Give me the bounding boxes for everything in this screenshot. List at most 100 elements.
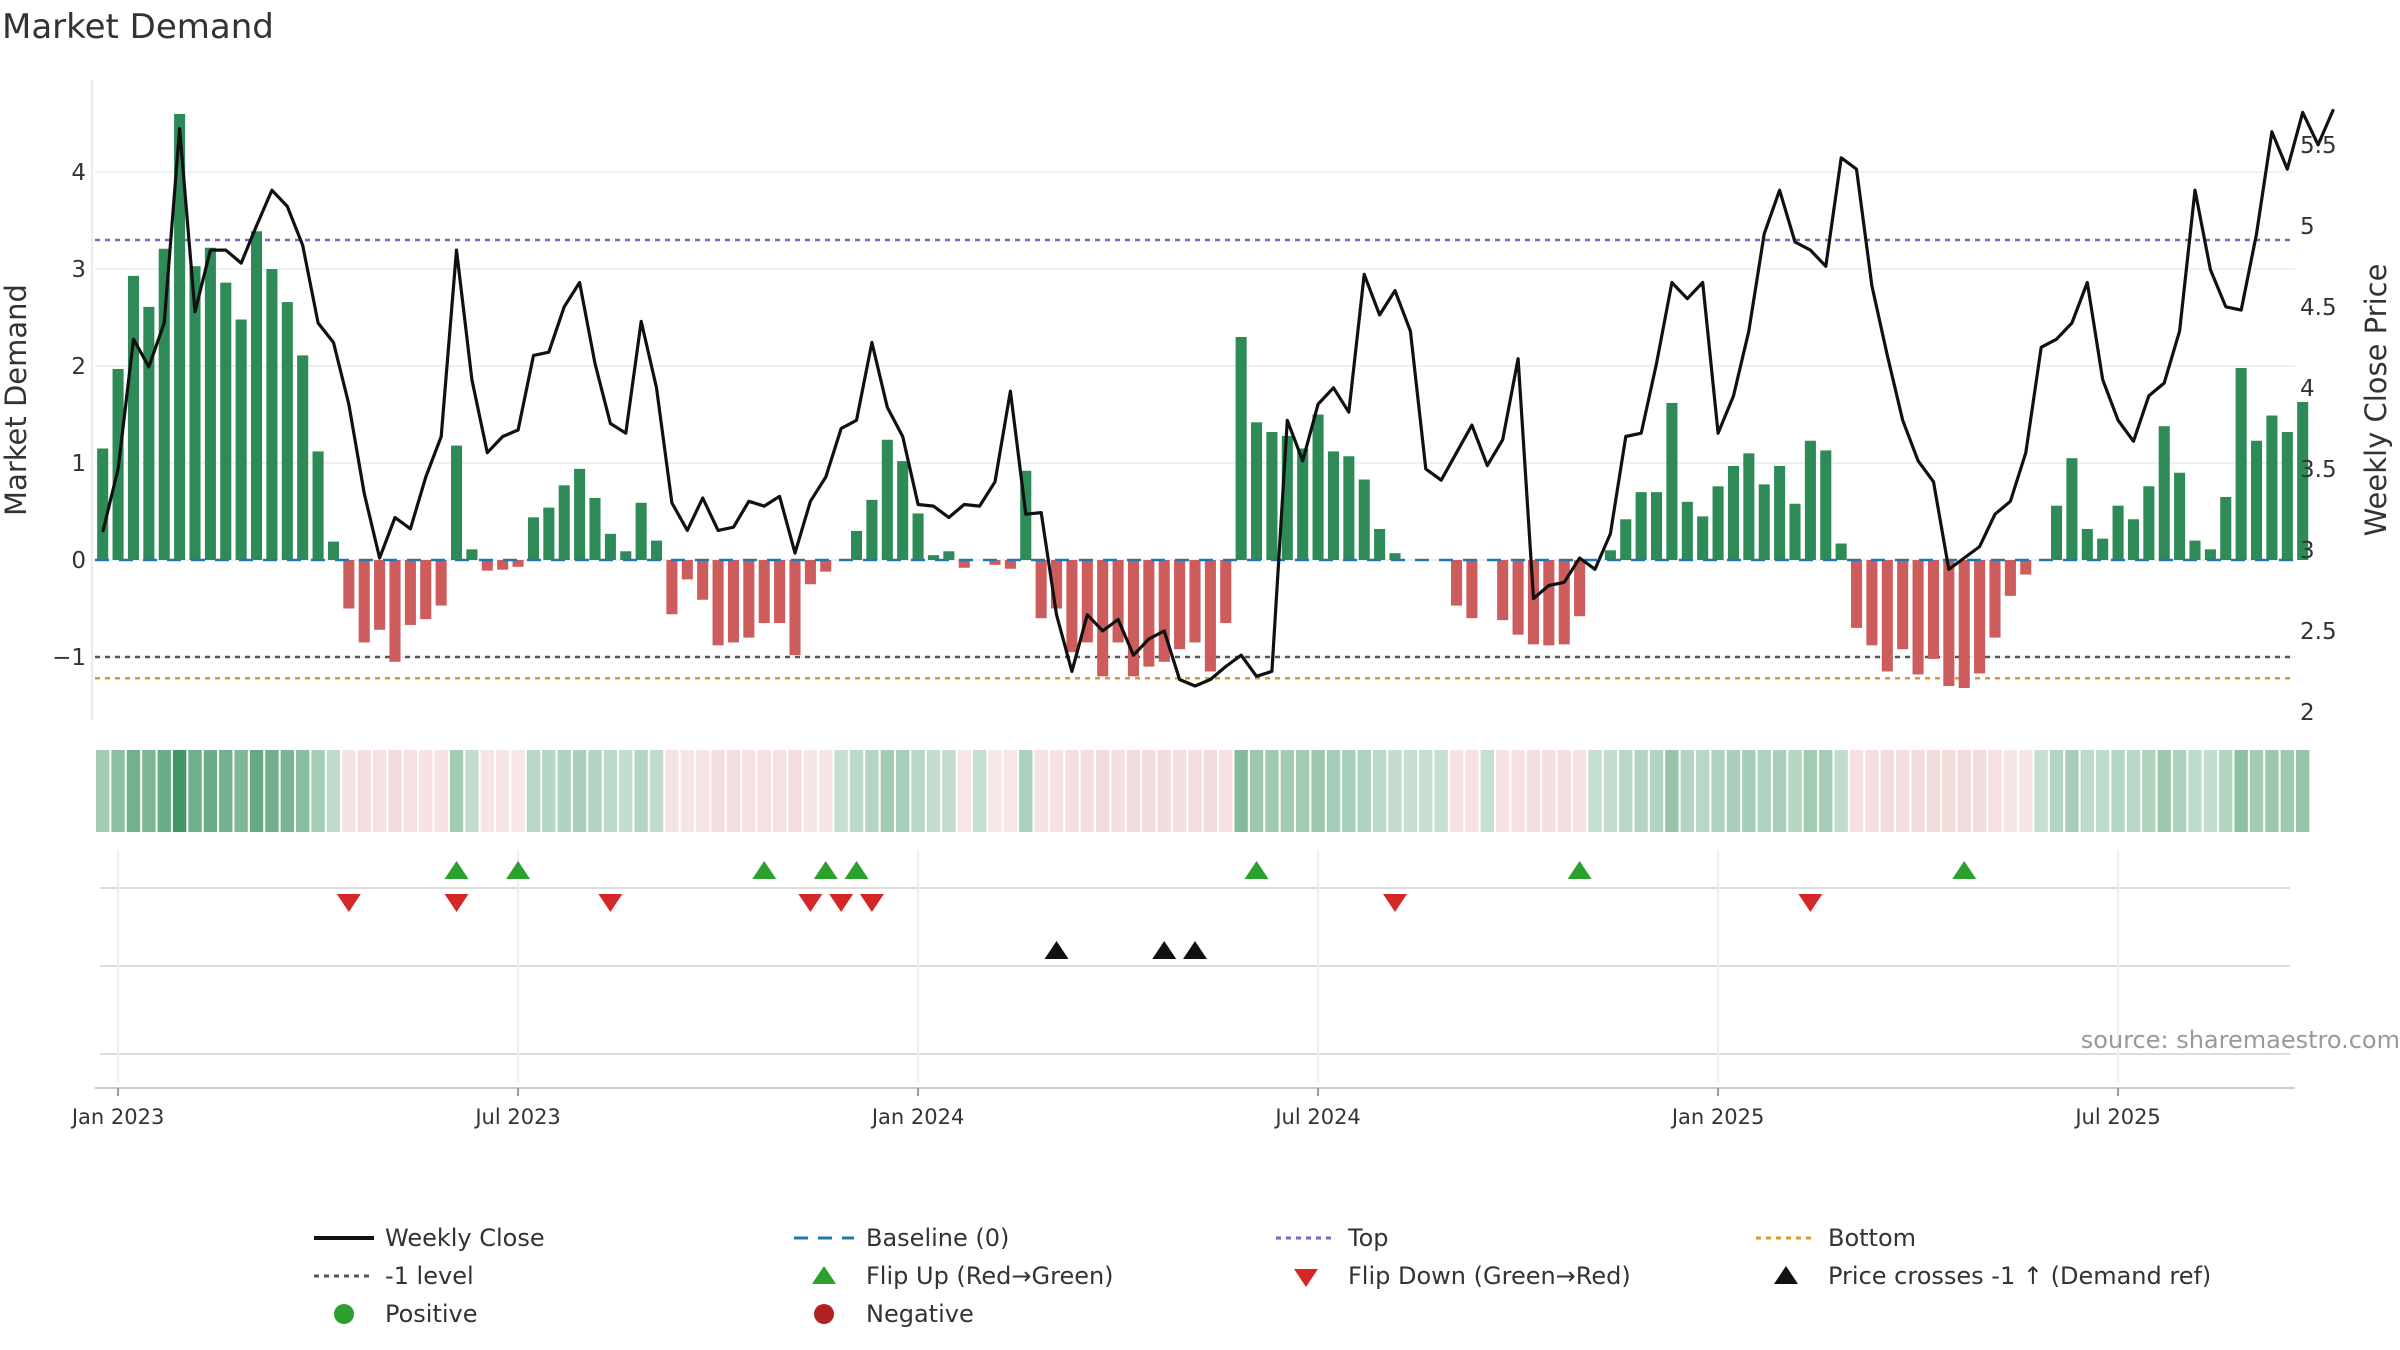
demand-bar xyxy=(189,266,201,560)
demand-bar xyxy=(2004,560,2016,596)
heat-strip-cell xyxy=(619,750,633,832)
heat-strip-cell xyxy=(388,750,402,832)
demand-bar xyxy=(681,560,693,580)
heat-strip-cell xyxy=(772,750,787,832)
heat-strip-cell xyxy=(572,750,587,832)
demand-bar xyxy=(1574,560,1586,617)
demand-heat-strip xyxy=(96,750,2310,832)
x-tick-label: Jul 2024 xyxy=(1273,1105,1360,1129)
heat-strip-cell xyxy=(2296,750,2310,832)
heat-strip-cell xyxy=(1880,750,1894,832)
legend-label-minus-one: -1 level xyxy=(385,1262,474,1290)
legend-label-weekly-close: Weekly Close xyxy=(385,1224,545,1252)
demand-bar xyxy=(2020,560,2032,575)
demand-bar xyxy=(881,439,893,560)
weekly-close-line xyxy=(101,108,2335,688)
demand-bar xyxy=(2297,401,2309,560)
demand-bar xyxy=(174,113,186,560)
flip-down-marker xyxy=(859,894,884,912)
heat-strip-cell xyxy=(1865,750,1879,832)
heat-strip-cell xyxy=(1357,750,1371,832)
heat-strip-cell xyxy=(1388,750,1402,832)
heat-strip-cell xyxy=(1111,750,1125,832)
heat-strip-cell xyxy=(1972,750,1987,832)
legend-item-positive: Positive xyxy=(334,1300,478,1328)
demand-bar xyxy=(943,551,955,560)
flip-down-marker xyxy=(444,894,469,912)
heat-strip-cell xyxy=(788,750,802,832)
demand-bar xyxy=(1374,528,1386,560)
legend-swatch-flip-down xyxy=(1294,1269,1318,1287)
heat-strip-cell xyxy=(1896,750,1910,832)
heat-strip-cell xyxy=(2080,750,2094,832)
heat-strip-cell xyxy=(1372,750,1387,832)
legend-item-flip-up: Flip Up (Red→Green) xyxy=(812,1262,1114,1290)
heat-strip-cell xyxy=(1603,750,1618,832)
heat-strip-cell xyxy=(296,750,310,832)
demand-bar xyxy=(2251,440,2263,560)
demand-bar xyxy=(1927,560,1939,659)
legend-item-price-cross: Price crosses -1 ↑ (Demand ref) xyxy=(1774,1262,2211,1290)
demand-bar xyxy=(1189,560,1201,643)
demand-bar xyxy=(143,306,155,560)
heat-strip-cell xyxy=(588,750,602,832)
heat-strip-cell xyxy=(157,750,171,832)
demand-bar xyxy=(1804,440,1816,560)
heat-strip-cell xyxy=(203,750,218,832)
demand-bar xyxy=(1235,336,1247,560)
heat-strip-cell xyxy=(1511,750,1525,832)
heat-strip-cell xyxy=(1957,750,1971,832)
demand-bar xyxy=(1635,492,1647,560)
flip-up-marker xyxy=(813,861,838,879)
demand-bar xyxy=(1958,560,1970,688)
heat-strip-cell xyxy=(357,750,371,832)
heat-strip-cell xyxy=(1649,750,1664,832)
demand-bar xyxy=(2066,458,2078,560)
x-tick-label: Jul 2025 xyxy=(2073,1105,2160,1129)
demand-bar xyxy=(1358,479,1370,560)
y2-tick-label: 5.5 xyxy=(2300,133,2337,159)
heat-strip-cell xyxy=(265,750,279,832)
demand-bar xyxy=(97,448,109,560)
demand-bar xyxy=(343,560,355,609)
demand-bar xyxy=(2189,540,2201,560)
demand-bar xyxy=(266,269,278,560)
heat-strip-cell xyxy=(419,750,433,832)
heat-strip-cell xyxy=(972,750,987,832)
flip-down-marker xyxy=(336,894,361,912)
demand-bar xyxy=(620,551,632,560)
legend-item-bottom: Bottom xyxy=(1756,1224,1916,1252)
heat-strip-cell xyxy=(2157,750,2171,832)
heat-strip-cell xyxy=(665,750,679,832)
heat-strip-cell xyxy=(496,750,510,832)
legend-item-flip-down: Flip Down (Green→Red) xyxy=(1294,1262,1631,1290)
demand-bar xyxy=(127,275,139,560)
price-cross-marker xyxy=(1183,941,1207,959)
heat-strip-cell xyxy=(942,750,956,832)
demand-bar xyxy=(589,497,601,560)
demand-bar xyxy=(2112,505,2124,560)
legend-label-top: Top xyxy=(1347,1224,1389,1252)
demand-bar xyxy=(1297,448,1309,560)
heat-strip-cell xyxy=(1342,750,1356,832)
demand-bar xyxy=(435,560,447,606)
demand-bar xyxy=(2158,426,2170,560)
demand-bar xyxy=(512,560,524,567)
flip-down-marker xyxy=(829,894,854,912)
heat-strip-cell xyxy=(926,750,941,832)
demand-bar xyxy=(1389,553,1401,560)
flip-down-marker xyxy=(1798,894,1823,912)
heat-strip-cell xyxy=(2234,750,2248,832)
x-tick-label: Jan 2023 xyxy=(70,1105,165,1129)
demand-bar xyxy=(1727,465,1739,560)
demand-bar xyxy=(1097,560,1109,677)
demand-bar xyxy=(804,560,816,585)
heat-strip-cell xyxy=(403,750,418,832)
heat-strip-cell xyxy=(511,750,525,832)
heat-strip-cell xyxy=(1619,750,1633,832)
demand-bar xyxy=(1512,560,1524,635)
demand-bar xyxy=(1281,435,1293,560)
demand-bar xyxy=(1220,560,1232,624)
legend-swatch-flip-up xyxy=(812,1266,836,1284)
